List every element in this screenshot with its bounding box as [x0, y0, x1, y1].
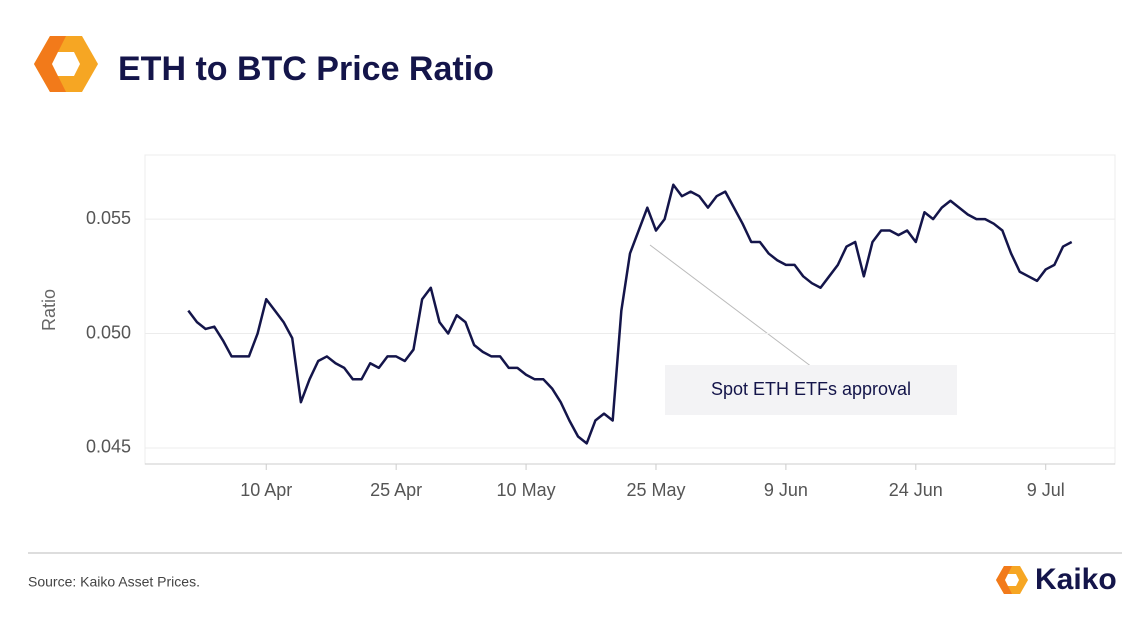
- x-tick-label: 24 Jun: [889, 480, 943, 500]
- x-tick-label: 10 Apr: [240, 480, 292, 500]
- chart-title: ETH to BTC Price Ratio: [118, 50, 494, 88]
- brand-name: Kaiko: [1035, 563, 1117, 596]
- annotation-leader: [649, 244, 813, 368]
- plot-frame: [144, 154, 1116, 465]
- line: [187, 183, 1073, 445]
- x-tick-label: 25 May: [626, 480, 685, 500]
- source: Source: Kaiko Asset Prices.: [28, 574, 200, 590]
- x-tick-label: 9 Jul: [1027, 480, 1065, 500]
- y-axis-label: Ratio: [39, 289, 59, 331]
- y-tick-label: 0.050: [86, 322, 131, 342]
- x-tick-label: 9 Jun: [764, 480, 808, 500]
- annotation-box: [665, 365, 957, 415]
- annotation: Spot ETH ETFs approval: [711, 379, 911, 399]
- brand-logo: [996, 566, 1028, 594]
- logo: [34, 36, 98, 92]
- y-tick-label: 0.045: [86, 437, 131, 457]
- x-tick-label: 10 May: [497, 480, 556, 500]
- x-tick-label: 25 Apr: [370, 480, 422, 500]
- y-tick-label: 0.055: [86, 208, 131, 228]
